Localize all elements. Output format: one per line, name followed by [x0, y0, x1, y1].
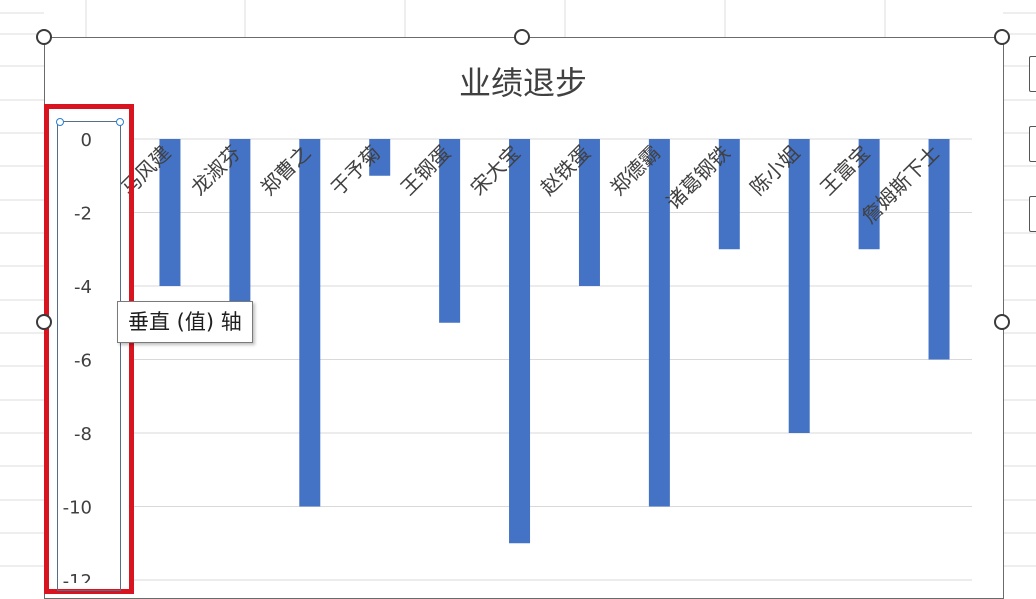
bar	[788, 139, 810, 433]
y-tick-label: -4	[74, 277, 92, 298]
spreadsheet-grid	[0, 0, 1036, 567]
chart-filters-button[interactable]	[1029, 196, 1036, 232]
chart-title[interactable]: 业绩退步	[458, 64, 587, 102]
chart-styles-button[interactable]	[1029, 126, 1036, 162]
bar	[509, 139, 531, 544]
y-tick-label: -2	[74, 204, 92, 225]
y-tick-label: -12	[63, 571, 92, 583]
bar	[928, 139, 950, 360]
bar	[159, 139, 181, 286]
bar	[439, 139, 461, 323]
bar	[229, 139, 251, 305]
bar	[578, 139, 600, 286]
bar	[648, 139, 670, 507]
axis-resize-handle-right[interactable]	[116, 118, 124, 126]
resize-handle-top-right[interactable]	[994, 29, 1010, 45]
bar	[369, 139, 391, 176]
axis-tooltip: 垂直 (值) 轴	[117, 301, 253, 343]
chart-elements-button[interactable]	[1029, 56, 1036, 92]
y-tick-label: -8	[74, 424, 92, 445]
bar	[299, 139, 321, 507]
y-tick-label: 0	[81, 130, 92, 151]
bar	[858, 139, 880, 250]
y-tick-label: -10	[63, 498, 92, 519]
axis-resize-handle-left[interactable]	[56, 118, 64, 126]
resize-handle-top-left[interactable]	[36, 29, 52, 45]
resize-handle-mid-left[interactable]	[36, 314, 52, 330]
resize-handle-mid-right[interactable]	[994, 314, 1010, 330]
bar	[718, 139, 740, 250]
y-tick-label: -6	[74, 351, 92, 372]
resize-handle-top-center[interactable]	[514, 29, 530, 45]
vertical-axis-box[interactable]	[57, 121, 121, 591]
